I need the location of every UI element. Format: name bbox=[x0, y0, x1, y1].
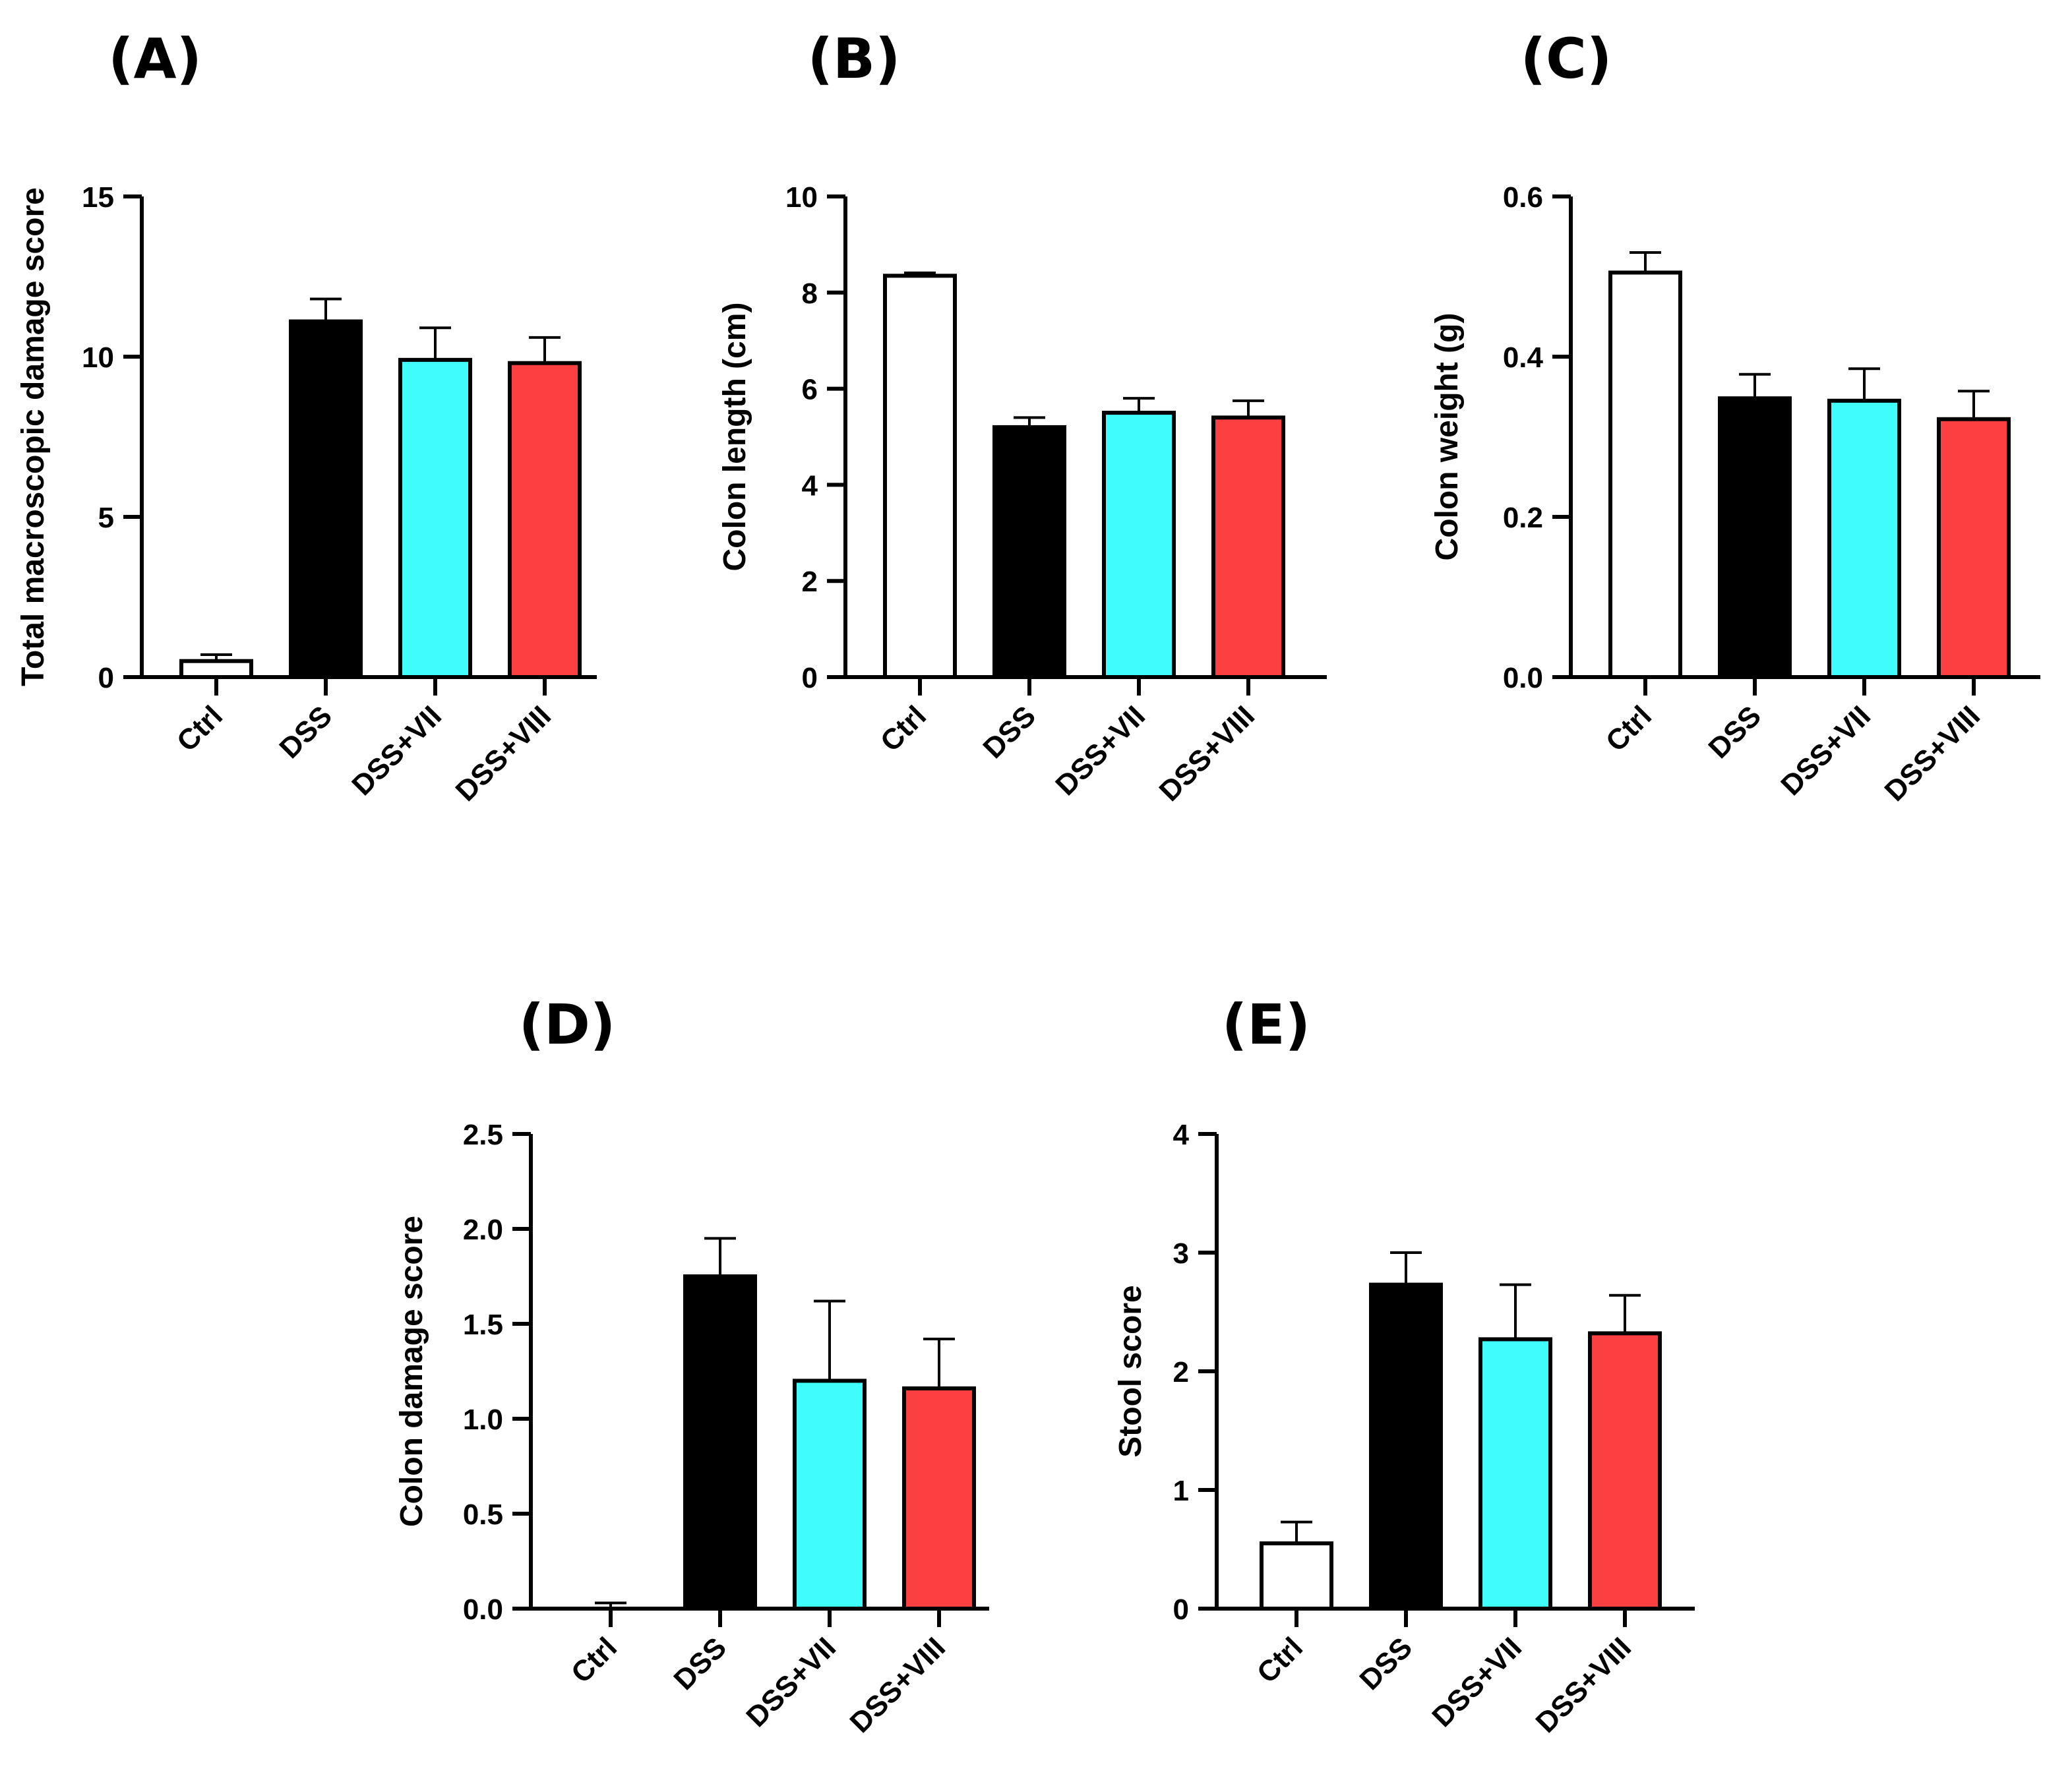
y-tick-label: 10 bbox=[785, 181, 818, 214]
y-tick-label: 4 bbox=[802, 469, 818, 502]
bar-ctrl bbox=[1260, 1541, 1333, 1611]
x-tick-label: DSS+VIII bbox=[1879, 699, 1986, 807]
x-tick-label: DSS+VII bbox=[1049, 699, 1151, 802]
bar-ctrl bbox=[1608, 270, 1682, 679]
x-tick-label: DSS bbox=[273, 699, 338, 765]
x-tick-label: DSS+VIII bbox=[844, 1631, 952, 1739]
x-tick-label: DSS+VII bbox=[1426, 1631, 1528, 1733]
panel-e: (E) Stool score 0 1 2 3 4 Ctrl DSS DSS+VII DSS+VII… bbox=[1113, 992, 1695, 1739]
bar-dss-plus-vii bbox=[1478, 1337, 1552, 1611]
y-tick-label: 0.0 bbox=[1503, 662, 1543, 694]
panel-d: (D) Colon damage score 0.0 0.5 1.0 1.5 2.0 2.5 C… bbox=[394, 992, 989, 1739]
y-tick-label: 0.2 bbox=[1503, 502, 1543, 534]
bar-dss-plus-viii bbox=[1588, 1331, 1662, 1611]
y-tick-label: 2.5 bbox=[463, 1119, 503, 1151]
y-tick-label: 1.5 bbox=[463, 1309, 503, 1341]
x-tick-label: Ctrl bbox=[565, 1631, 623, 1689]
y-tick-label: 15 bbox=[82, 181, 114, 214]
bar-dss-plus-vii bbox=[1102, 411, 1176, 679]
y-tick-label: 0.4 bbox=[1503, 342, 1544, 374]
y-tick-label: 10 bbox=[82, 342, 114, 374]
panel-label: (D) bbox=[519, 992, 616, 1057]
bar-dss-plus-viii bbox=[1937, 417, 2011, 680]
bar-dss bbox=[992, 425, 1066, 679]
bar-ctrl bbox=[179, 659, 253, 680]
bar-dss bbox=[1369, 1282, 1443, 1611]
y-axis-title: Colon weight (g) bbox=[1430, 313, 1465, 561]
bar-ctrl bbox=[883, 274, 957, 680]
bar-dss-plus-vii bbox=[1827, 398, 1901, 679]
bar-dss-plus-vii bbox=[398, 357, 472, 679]
x-tick-label: DSS bbox=[667, 1631, 733, 1696]
panel-label: (B) bbox=[808, 26, 901, 91]
bar-dss-plus-vii bbox=[793, 1379, 867, 1611]
x-tick-label: Ctrl bbox=[1251, 1631, 1309, 1689]
y-tick-label: 5 bbox=[98, 502, 114, 534]
x-tick-label: DSS bbox=[977, 699, 1042, 765]
x-tick-label: DSS+VIII bbox=[1153, 699, 1261, 807]
panel-a: (A) Total macroscopic damage score 0 5 10 15 C… bbox=[16, 26, 597, 808]
y-tick-label: 2.0 bbox=[463, 1214, 503, 1246]
bar-dss-plus-viii bbox=[902, 1386, 976, 1611]
y-tick-label: 2 bbox=[1173, 1356, 1189, 1388]
x-tick-label: DSS+VIII bbox=[450, 699, 557, 807]
y-axis-title: Stool score bbox=[1113, 1285, 1148, 1457]
x-tick-label: DSS+VIII bbox=[1530, 1631, 1637, 1739]
panel-label: (C) bbox=[1521, 26, 1612, 91]
y-axis-title: Total macroscopic damage score bbox=[16, 187, 51, 686]
y-tick-label: 0.5 bbox=[463, 1499, 503, 1531]
y-tick-label: 0 bbox=[802, 662, 818, 694]
y-tick-label: 0 bbox=[1173, 1593, 1189, 1626]
y-axis-title: Colon length (cm) bbox=[717, 303, 752, 572]
x-tick-label: DSS+VII bbox=[1775, 699, 1877, 802]
x-tick-label: DSS+VII bbox=[346, 699, 448, 802]
y-tick-label: 3 bbox=[1173, 1237, 1189, 1270]
x-tick-label: Ctrl bbox=[874, 699, 932, 758]
x-tick-label: DSS+VII bbox=[740, 1631, 842, 1733]
bar-dss-plus-viii bbox=[508, 361, 582, 679]
y-axis-title: Colon damage score bbox=[394, 1216, 429, 1527]
x-tick-label: DSS bbox=[1702, 699, 1767, 765]
panel-label: (E) bbox=[1222, 992, 1310, 1057]
bar-dss-plus-viii bbox=[1211, 415, 1285, 680]
y-tick-label: 0.0 bbox=[463, 1593, 503, 1626]
y-tick-label: 4 bbox=[1173, 1119, 1190, 1151]
y-tick-label: 0 bbox=[98, 662, 114, 694]
y-tick-label: 1 bbox=[1173, 1475, 1189, 1507]
y-tick-label: 8 bbox=[802, 278, 818, 310]
y-tick-label: 1.0 bbox=[463, 1404, 503, 1436]
bar-dss bbox=[289, 319, 363, 680]
y-tick-label: 0.6 bbox=[1503, 181, 1543, 214]
y-tick-label: 2 bbox=[802, 566, 818, 598]
x-tick-label: Ctrl bbox=[171, 699, 229, 758]
x-tick-label: Ctrl bbox=[1600, 699, 1658, 758]
y-tick-label: 6 bbox=[802, 374, 818, 406]
x-tick-label: DSS bbox=[1353, 1631, 1418, 1696]
panel-label: (A) bbox=[108, 26, 202, 91]
bar-dss bbox=[1718, 396, 1792, 679]
bar-dss bbox=[683, 1274, 757, 1611]
